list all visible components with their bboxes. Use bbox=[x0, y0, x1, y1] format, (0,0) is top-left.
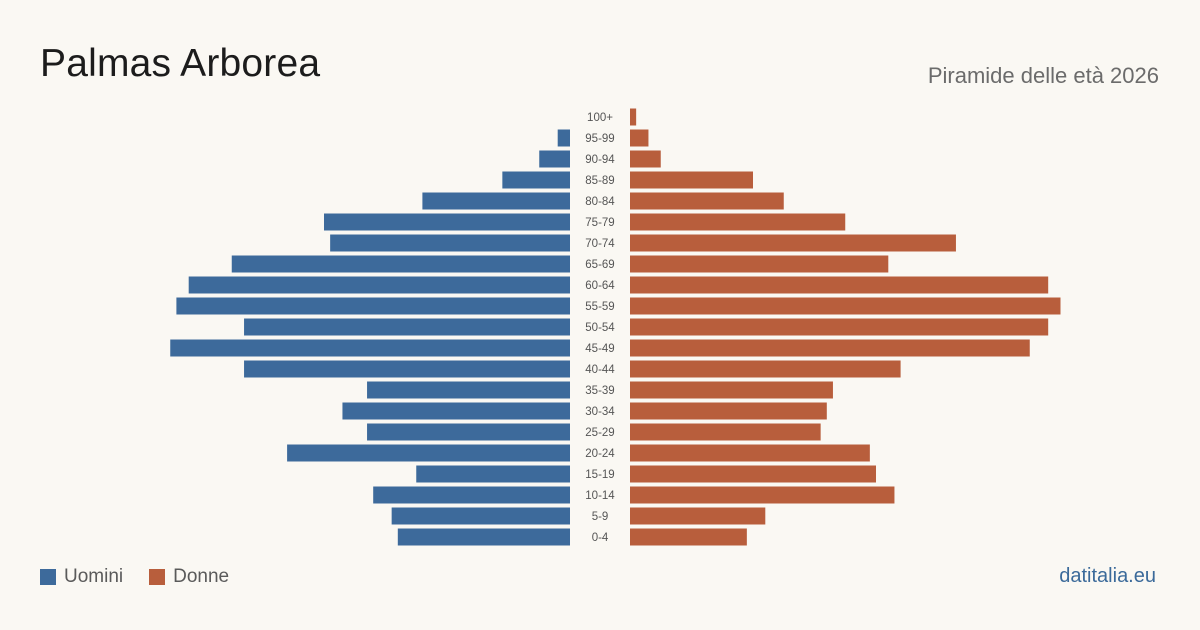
bar-women-45-49 bbox=[630, 339, 1030, 357]
bar-men-70-74 bbox=[330, 234, 570, 252]
bar-women-95-99 bbox=[630, 129, 649, 147]
age-label-20-24: 20-24 bbox=[585, 448, 615, 460]
age-label-5-9: 5-9 bbox=[592, 511, 609, 523]
brand-link[interactable]: datitalia.eu bbox=[1059, 565, 1156, 587]
age-label-40-44: 40-44 bbox=[585, 364, 615, 376]
age-label-50-54: 50-54 bbox=[585, 322, 615, 334]
bar-men-45-49 bbox=[170, 339, 570, 357]
bar-women-40-44 bbox=[630, 360, 901, 378]
bar-men-80-84 bbox=[422, 192, 570, 210]
age-label-85-89: 85-89 bbox=[585, 175, 614, 187]
population-pyramid-chart: 100+ 95-99 90-94 85-89 80-84 75-79 70-74 65-69 6… bbox=[170, 108, 1061, 546]
bar-men-40-44 bbox=[244, 360, 571, 378]
bar-men-25-29 bbox=[367, 423, 570, 441]
age-label-60-64: 60-64 bbox=[585, 280, 615, 292]
bar-men-85-89 bbox=[502, 171, 570, 189]
legend-item-men: Uomini bbox=[40, 566, 123, 588]
bar-men-0-4 bbox=[397, 528, 570, 546]
bar-women-30-34 bbox=[630, 402, 827, 420]
age-label-80-84: 80-84 bbox=[585, 196, 615, 208]
bar-men-20-24 bbox=[287, 444, 570, 462]
chart-legend: Uomini Donne bbox=[40, 566, 255, 588]
bar-women-0-4 bbox=[630, 528, 747, 546]
bar-men-60-64 bbox=[188, 276, 570, 294]
age-label-55-59: 55-59 bbox=[585, 301, 614, 313]
bar-women-10-14 bbox=[630, 486, 895, 504]
age-label-35-39: 35-39 bbox=[585, 385, 614, 397]
bar-women-5-9 bbox=[630, 507, 766, 525]
age-label-75-79: 75-79 bbox=[585, 217, 614, 229]
bar-men-95-99 bbox=[557, 129, 570, 147]
bar-men-5-9 bbox=[391, 507, 570, 525]
bar-women-35-39 bbox=[630, 381, 833, 399]
bar-men-30-34 bbox=[342, 402, 570, 420]
age-label-100+: 100+ bbox=[587, 112, 613, 124]
bar-men-55-59 bbox=[176, 297, 570, 315]
bar-women-60-64 bbox=[630, 276, 1049, 294]
bar-women-25-29 bbox=[630, 423, 821, 441]
bar-women-50-54 bbox=[630, 318, 1049, 336]
bar-women-85-89 bbox=[630, 171, 753, 189]
age-label-70-74: 70-74 bbox=[585, 238, 615, 250]
bar-women-65-69 bbox=[630, 255, 889, 273]
legend-label-men: Uomini bbox=[64, 566, 124, 587]
age-label-90-94: 90-94 bbox=[585, 154, 615, 166]
age-label-65-69: 65-69 bbox=[585, 259, 614, 271]
bar-women-75-79 bbox=[630, 213, 846, 231]
bar-women-20-24 bbox=[630, 444, 870, 462]
age-label-45-49: 45-49 bbox=[585, 343, 614, 355]
bar-women-15-19 bbox=[630, 465, 876, 483]
age-label-15-19: 15-19 bbox=[585, 469, 614, 481]
bar-women-100+ bbox=[630, 108, 637, 126]
legend-swatch-men bbox=[40, 569, 56, 585]
legend-swatch-women bbox=[149, 569, 166, 585]
legend-item-women: Donne bbox=[149, 566, 229, 588]
age-label-95-99: 95-99 bbox=[585, 133, 614, 145]
age-label-30-34: 30-34 bbox=[585, 406, 615, 418]
bar-women-55-59 bbox=[630, 297, 1061, 315]
age-label-10-14: 10-14 bbox=[585, 490, 615, 502]
bar-men-15-19 bbox=[416, 465, 570, 483]
chart-subtitle: Piramide delle età 2026 bbox=[927, 63, 1159, 88]
page-title: Palmas Arborea bbox=[40, 42, 321, 85]
bar-women-70-74 bbox=[630, 234, 956, 252]
legend-label-women: Donne bbox=[173, 566, 230, 587]
bar-men-35-39 bbox=[367, 381, 570, 399]
age-label-25-29: 25-29 bbox=[585, 427, 614, 439]
bar-men-50-54 bbox=[244, 318, 571, 336]
bar-men-65-69 bbox=[231, 255, 570, 273]
bar-men-90-94 bbox=[539, 150, 570, 168]
age-label-0-4: 0-4 bbox=[592, 532, 609, 544]
bar-women-80-84 bbox=[630, 192, 784, 210]
bar-men-75-79 bbox=[324, 213, 570, 231]
bar-men-10-14 bbox=[373, 486, 570, 504]
bar-women-90-94 bbox=[630, 150, 661, 168]
